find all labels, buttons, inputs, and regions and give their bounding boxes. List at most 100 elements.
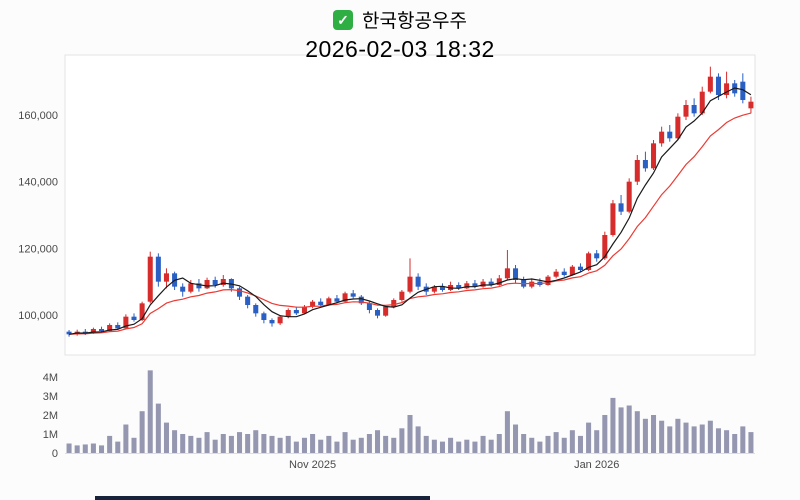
volume-bar [634, 411, 640, 453]
volume-bar [553, 432, 559, 453]
volume-bar [285, 435, 291, 453]
volume-bar [99, 445, 105, 453]
volume-bar [383, 435, 389, 453]
candle-body [366, 303, 372, 310]
candle-body [115, 325, 121, 329]
candle-body [431, 286, 437, 292]
volume-bar [375, 430, 381, 453]
volume-bar [691, 426, 697, 453]
candle-body [391, 300, 397, 307]
price-axis-label: 100,000 [18, 310, 58, 322]
candle-body [415, 276, 421, 287]
candle-body [553, 271, 559, 277]
candle-body [496, 278, 502, 285]
x-axis-label: Jan 2026 [574, 459, 619, 471]
volume-bar [496, 434, 502, 453]
candle-body [399, 291, 405, 300]
volume-bar [529, 437, 535, 453]
volume-bar [683, 422, 689, 453]
candle-body [659, 131, 665, 144]
volume-bar [448, 437, 454, 453]
volume-bar [293, 441, 299, 453]
volume-bar [586, 422, 592, 453]
candle-body [204, 280, 210, 289]
volume-bar [180, 434, 186, 453]
candle-body [472, 283, 478, 287]
candle-body [610, 203, 616, 235]
candle-body [285, 310, 291, 317]
volume-bar [569, 430, 575, 453]
candle-body [569, 266, 575, 275]
volume-bar [196, 437, 202, 453]
volume-bar [732, 434, 738, 453]
candle-body [715, 76, 721, 95]
bottom-strip [95, 496, 430, 500]
candle-body [334, 298, 340, 302]
candle-body [561, 271, 567, 275]
candle-body [675, 116, 681, 139]
price-axis-label: 160,000 [18, 110, 58, 122]
volume-bar [74, 445, 80, 453]
candle-body [237, 288, 243, 297]
volume-axis-label: 3M [43, 391, 58, 403]
volume-bar [82, 444, 88, 453]
candle-body [245, 296, 251, 305]
volume-bar [334, 441, 340, 453]
candle-body [667, 131, 673, 139]
candle-body [577, 266, 583, 270]
candle-body [147, 256, 153, 302]
volume-bar [139, 411, 145, 453]
volume-bar [667, 426, 673, 453]
volume-bar [594, 430, 600, 453]
volume-bar [301, 437, 307, 453]
candle-body [253, 305, 259, 314]
candle-body [261, 313, 267, 320]
candle-body [683, 105, 689, 117]
datetime-label: 2026-02-03 18:32 [305, 36, 495, 62]
volume-bar [659, 420, 665, 453]
candle-body [699, 91, 705, 114]
volume-bar [707, 420, 713, 453]
volume-bar [561, 437, 567, 453]
volume-bar [504, 411, 510, 453]
candle-body [634, 160, 640, 182]
candle-body [545, 276, 551, 285]
candle-body [513, 268, 519, 280]
volume-bar [326, 435, 332, 453]
volume-bar [277, 437, 283, 453]
volume-bar [748, 432, 754, 453]
candle-body [707, 76, 713, 92]
volume-bar [431, 439, 437, 453]
volume-bar [610, 397, 616, 453]
volume-bar [456, 441, 462, 453]
volume-bar [577, 435, 583, 453]
volume-bar [188, 435, 194, 453]
volume-axis-label: 2M [43, 410, 58, 422]
volume-bar [513, 424, 519, 453]
volume-bar [147, 370, 153, 453]
volume-bar [488, 439, 494, 453]
volume-bar [131, 437, 137, 453]
volume-bar [464, 439, 470, 453]
volume-bar [115, 441, 121, 453]
volume-bar [415, 426, 421, 453]
volume-axis-label: 0 [52, 448, 58, 460]
volume-bar [724, 430, 730, 453]
candle-body [139, 303, 145, 320]
candle-body [163, 273, 169, 282]
candle-body [220, 279, 226, 285]
volume-bar [675, 418, 681, 453]
candle-body [642, 160, 648, 169]
volume-bar [261, 434, 267, 453]
volume-bar [699, 424, 705, 453]
volume-bar [399, 428, 405, 453]
checkbox-checked-icon: ✓ [333, 9, 354, 30]
volume-bar [253, 430, 259, 453]
candle-body [318, 301, 324, 305]
candle-body [66, 331, 72, 335]
volume-bar [172, 430, 178, 453]
volume-bar [423, 435, 429, 453]
chart-header: ✓ 한국항공우주 2026-02-03 18:32 [0, 0, 800, 63]
candle-body [155, 256, 161, 282]
candle-body [407, 276, 413, 292]
